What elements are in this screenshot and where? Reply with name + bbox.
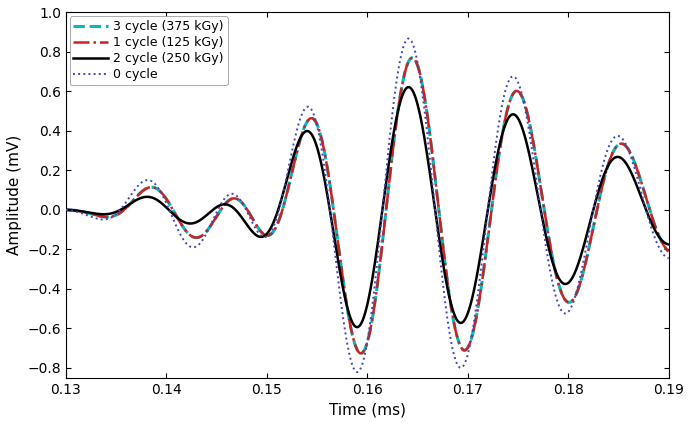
Y-axis label: Amplitude (mV): Amplitude (mV) <box>7 135 22 255</box>
2 cycle (250 kGy) <box>404 84 413 89</box>
0 cycle <box>167 210 175 215</box>
3 cycle (375 kGy) <box>61 207 70 212</box>
0 cycle <box>61 207 70 212</box>
Line: 2 cycle (250 kGy): 2 cycle (250 kGy) <box>66 87 669 327</box>
2 cycle (250 kGy) <box>131 198 139 204</box>
Legend: 3 cycle (375 kGy), 1 cycle (125 kGy), 2 cycle (250 kGy), 0 cycle: 3 cycle (375 kGy), 1 cycle (125 kGy), 2 … <box>70 16 228 85</box>
3 cycle (375 kGy) <box>665 249 673 254</box>
2 cycle (250 kGy) <box>293 143 301 148</box>
1 cycle (125 kGy) <box>167 203 175 208</box>
0 cycle <box>131 187 139 192</box>
2 cycle (250 kGy) <box>61 207 70 212</box>
0 cycle <box>653 241 661 246</box>
1 cycle (125 kGy) <box>131 196 139 201</box>
1 cycle (125 kGy) <box>61 207 70 212</box>
0 cycle <box>588 213 596 218</box>
1 cycle (125 kGy) <box>357 351 365 356</box>
3 cycle (375 kGy) <box>293 148 301 153</box>
2 cycle (250 kGy) <box>665 242 673 247</box>
3 cycle (375 kGy) <box>357 351 365 356</box>
Line: 3 cycle (375 kGy): 3 cycle (375 kGy) <box>66 58 669 353</box>
0 cycle <box>665 256 673 261</box>
X-axis label: Time (ms): Time (ms) <box>329 402 406 417</box>
1 cycle (125 kGy) <box>588 230 596 235</box>
0 cycle <box>319 157 328 162</box>
0 cycle <box>353 370 361 375</box>
2 cycle (250 kGy) <box>319 170 328 176</box>
3 cycle (375 kGy) <box>167 203 175 208</box>
3 cycle (375 kGy) <box>408 55 417 60</box>
3 cycle (375 kGy) <box>653 229 661 234</box>
2 cycle (250 kGy) <box>653 232 661 237</box>
3 cycle (375 kGy) <box>131 196 139 201</box>
2 cycle (250 kGy) <box>167 209 175 214</box>
3 cycle (375 kGy) <box>588 230 596 235</box>
2 cycle (250 kGy) <box>588 211 596 216</box>
0 cycle <box>293 127 301 132</box>
3 cycle (375 kGy) <box>319 143 328 148</box>
1 cycle (125 kGy) <box>319 143 328 148</box>
1 cycle (125 kGy) <box>665 249 673 254</box>
1 cycle (125 kGy) <box>293 148 301 153</box>
Line: 1 cycle (125 kGy): 1 cycle (125 kGy) <box>66 58 669 353</box>
1 cycle (125 kGy) <box>408 55 417 60</box>
0 cycle <box>404 36 413 41</box>
2 cycle (250 kGy) <box>353 325 361 330</box>
1 cycle (125 kGy) <box>653 229 661 234</box>
Line: 0 cycle: 0 cycle <box>66 39 669 372</box>
